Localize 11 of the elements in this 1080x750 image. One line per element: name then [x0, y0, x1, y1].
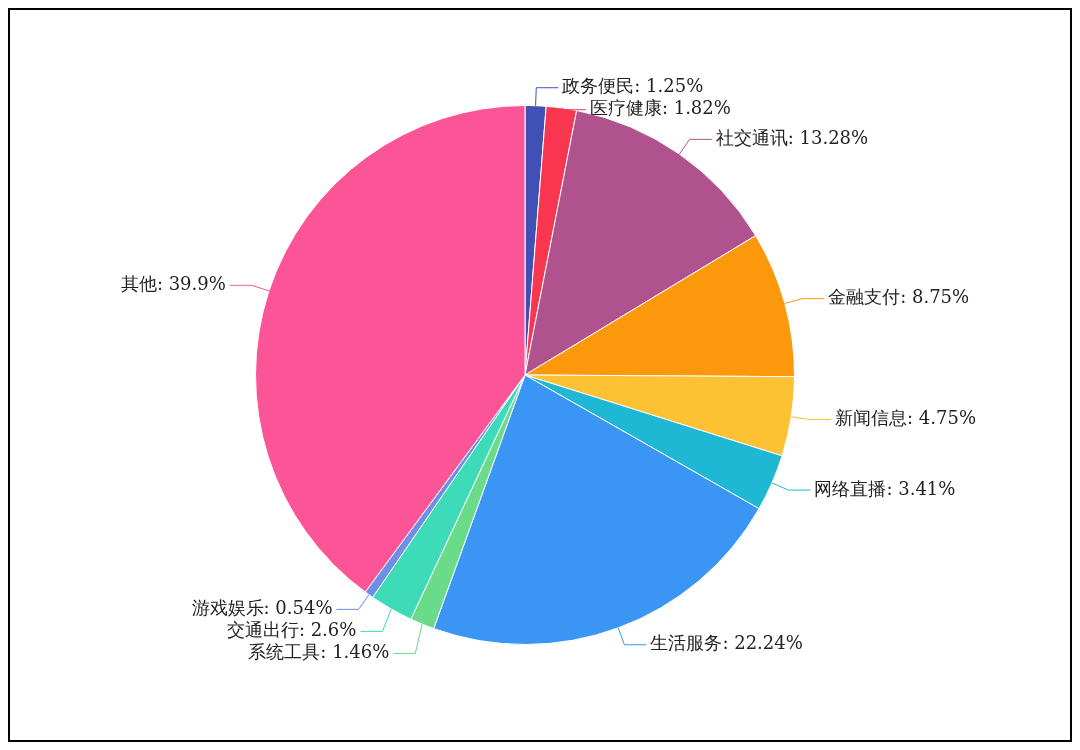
slice-label: 其他: 39.9% [120, 272, 226, 294]
slice-label: 政务便民: 1.25% [562, 75, 704, 97]
slice-label: 社交通讯: 13.28% [715, 127, 869, 149]
slice-label: 生活服务: 22.24% [650, 632, 803, 654]
slice-label: 新闻信息: 4.75% [835, 407, 976, 429]
slice-label: 网络直播: 3.41% [814, 477, 956, 499]
slice-label: 交通出行: 2.6% [226, 619, 357, 641]
slice-label: 金融支付: 8.75% [828, 286, 970, 308]
slice-label: 系统工具: 1.46% [248, 641, 390, 663]
slice-label: 游戏娱乐: 0.54% [191, 597, 333, 619]
slice-label: 医疗健康: 1.82% [589, 97, 731, 119]
